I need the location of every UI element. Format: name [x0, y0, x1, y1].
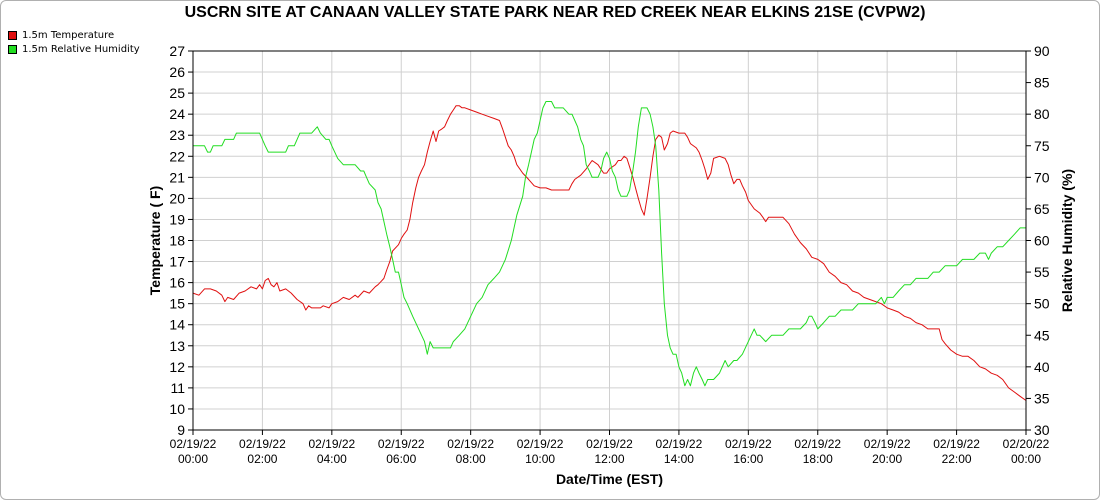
- y2-tick-label: 30: [1034, 422, 1050, 438]
- x-tick-time: 00:00: [1011, 452, 1041, 466]
- x-tick-date: 02/19/22: [239, 437, 286, 451]
- x-tick-date: 02/19/22: [308, 437, 355, 451]
- y-tick-label: 11: [170, 380, 185, 396]
- y-ticks-right: 30 35 40 45 50 55 60 65 70 75 80 85 90: [1026, 43, 1050, 438]
- y-tick-label: 15: [169, 296, 185, 312]
- x-tick-date: 02/19/22: [794, 437, 841, 451]
- y2-tick-label: 90: [1034, 43, 1050, 59]
- y-tick-label: 9: [177, 422, 185, 438]
- y2-tick-label: 60: [1034, 233, 1050, 249]
- x-tick-time: 16:00: [733, 452, 763, 466]
- x-tick-time: 02:00: [247, 452, 277, 466]
- y2-tick-label: 85: [1034, 75, 1050, 91]
- x-tick-date: 02/19/22: [517, 437, 564, 451]
- x-tick-date: 02/19/22: [864, 437, 911, 451]
- legend-swatch-temperature: [8, 30, 17, 40]
- x-axis-title: Date/Time (EST): [556, 471, 663, 487]
- x-tick-time: 10:00: [525, 452, 555, 466]
- x-tick-date: 02/20/22: [1003, 437, 1050, 451]
- series-line-humidity: [193, 101, 1026, 387]
- legend-label-temperature: 1.5m Temperature: [22, 29, 115, 41]
- x-tick-date: 02/19/22: [378, 437, 425, 451]
- y-tick-label: 10: [169, 401, 185, 417]
- x-tick-time: 18:00: [803, 452, 833, 466]
- x-tick-date: 02/19/22: [586, 437, 633, 451]
- x-tick-time: 12:00: [594, 452, 624, 466]
- y2-tick-label: 40: [1034, 359, 1050, 375]
- y-tick-label: 20: [169, 190, 185, 206]
- legend-item-temperature: 1.5m Temperature: [8, 28, 140, 42]
- y-tick-label: 24: [169, 106, 185, 122]
- x-tick-time: 04:00: [317, 452, 347, 466]
- y-tick-label: 22: [169, 148, 185, 164]
- y-axis-title-left: Temperature ( F): [147, 186, 163, 295]
- x-tick-date: 02/19/22: [933, 437, 980, 451]
- x-tick-time: 20:00: [872, 452, 902, 466]
- x-tick-date: 02/19/22: [725, 437, 772, 451]
- y2-tick-label: 45: [1034, 327, 1050, 343]
- x-tick-date: 02/19/22: [170, 437, 217, 451]
- y-tick-label: 25: [169, 85, 185, 101]
- x-tick-time: 00:00: [178, 452, 208, 466]
- y-tick-label: 16: [169, 275, 185, 291]
- x-tick-date: 02/19/22: [656, 437, 703, 451]
- y-tick-label: 12: [169, 359, 185, 375]
- x-tick-time: 06:00: [386, 452, 416, 466]
- y2-tick-label: 35: [1034, 390, 1050, 406]
- y-tick-label: 14: [169, 317, 185, 333]
- y-ticks-left: 9 10 11 12 13 14 15 16 17 18 19 20 21 22 23 24 25 26 27: [169, 43, 193, 438]
- legend-swatch-humidity: [8, 44, 17, 54]
- x-tick-time: 08:00: [456, 452, 486, 466]
- series-layer: [192, 101, 1027, 401]
- y-tick-label: 23: [169, 127, 185, 143]
- y2-tick-label: 80: [1034, 106, 1050, 122]
- y2-tick-label: 55: [1034, 264, 1050, 280]
- y-tick-label: 21: [169, 169, 185, 185]
- y2-tick-label: 75: [1034, 138, 1050, 154]
- y-tick-label: 13: [169, 338, 185, 354]
- y2-tick-label: 50: [1034, 296, 1050, 312]
- y-tick-label: 17: [169, 254, 185, 270]
- y-tick-label: 26: [169, 64, 185, 80]
- legend: 1.5m Temperature 1.5m Relative Humidity: [8, 28, 140, 56]
- x-ticks: 02/19/2200:0002/19/2202:0002/19/2204:000…: [170, 430, 1050, 466]
- grid: [192, 50, 1027, 431]
- x-tick-time: 14:00: [664, 452, 694, 466]
- y-axis-title-right: Relative Humidity (%): [1059, 169, 1075, 312]
- chart-title: USCRN SITE AT CANAAN VALLEY STATE PARK N…: [184, 4, 926, 21]
- series-line-temperature: [192, 105, 1027, 401]
- y-tick-label: 19: [169, 211, 185, 227]
- legend-item-humidity: 1.5m Relative Humidity: [8, 42, 140, 56]
- y-tick-label: 27: [169, 43, 185, 59]
- y-tick-label: 18: [169, 233, 185, 249]
- x-tick-time: 22:00: [942, 452, 972, 466]
- x-tick-date: 02/19/22: [447, 437, 494, 451]
- legend-label-humidity: 1.5m Relative Humidity: [22, 43, 140, 55]
- y2-tick-label: 70: [1034, 169, 1050, 185]
- y2-tick-label: 65: [1034, 201, 1050, 217]
